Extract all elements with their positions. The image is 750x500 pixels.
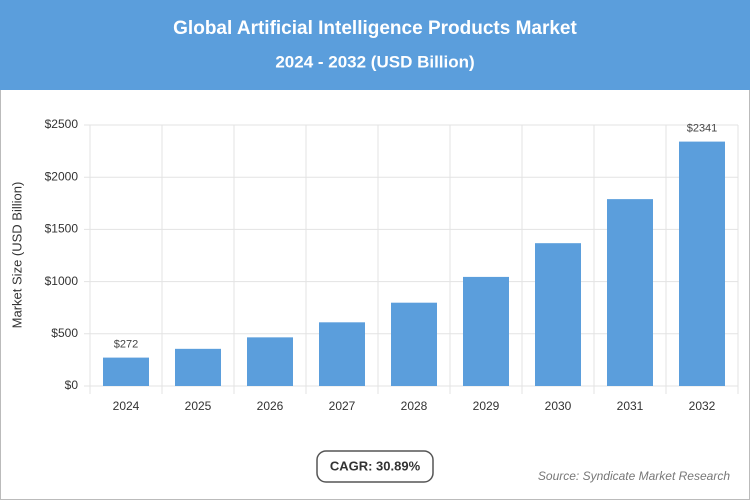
bar xyxy=(391,302,437,386)
source-note: Source: Syndicate Market Research xyxy=(538,469,730,483)
y-tick-label: $1000 xyxy=(45,274,79,288)
y-tick-label: $2000 xyxy=(45,169,79,183)
y-tick-label: $2500 xyxy=(45,117,79,131)
x-tick-label: 2031 xyxy=(617,399,644,413)
title-banner xyxy=(0,0,750,90)
chart-subtitle: 2024 - 2032 (USD Billion) xyxy=(275,52,474,71)
x-tick-label: 2027 xyxy=(329,399,356,413)
x-tick-label: 2025 xyxy=(185,399,212,413)
bar xyxy=(175,348,221,386)
chart-title: Global Artificial Intelligence Products … xyxy=(173,18,577,39)
cagr-annotation: CAGR: 30.89% xyxy=(330,458,421,473)
cagr-box xyxy=(316,450,434,483)
x-tick-label: 2032 xyxy=(689,399,716,413)
bar xyxy=(607,199,653,386)
x-tick-label: 2028 xyxy=(401,399,428,413)
bar xyxy=(319,322,365,386)
bar xyxy=(463,276,509,386)
bar xyxy=(247,337,293,386)
bar xyxy=(535,243,581,386)
bar xyxy=(679,141,725,386)
y-tick-label: $0 xyxy=(65,378,79,392)
y-tick-label: $1500 xyxy=(45,222,79,236)
value-label: $2341 xyxy=(687,123,718,135)
x-tick-label: 2024 xyxy=(113,399,140,413)
x-tick-label: 2029 xyxy=(473,399,500,413)
bar xyxy=(103,357,149,386)
x-tick-label: 2030 xyxy=(545,399,572,413)
y-tick-label: $500 xyxy=(51,326,78,340)
value-label: $272 xyxy=(114,339,138,351)
x-tick-label: 2026 xyxy=(257,399,284,413)
y-axis-label: Market Size (USD Billion) xyxy=(9,182,24,329)
